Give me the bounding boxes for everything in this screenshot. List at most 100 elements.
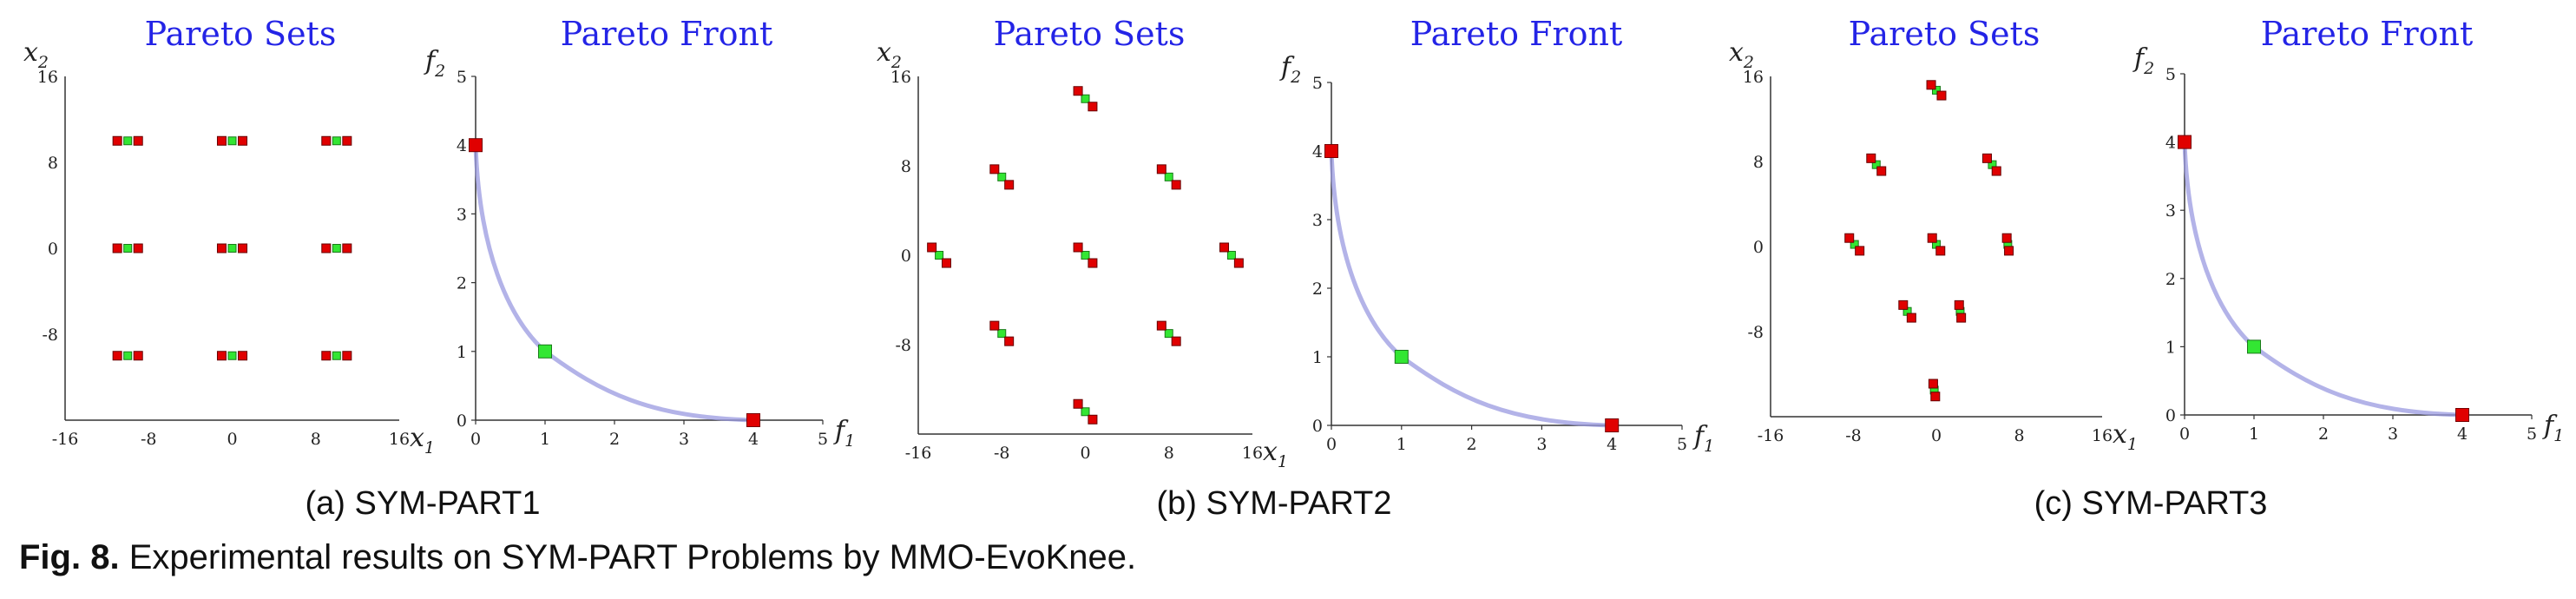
endpoint-solution-marker	[342, 243, 352, 253]
endpoint-solution-marker	[989, 320, 1000, 331]
subfigure-caption: (a) SYM-PART1	[306, 485, 541, 522]
pareto-set-cluster	[1928, 378, 1941, 402]
endpoint-solution-marker	[1088, 414, 1098, 425]
endpoint-solution-marker	[133, 135, 143, 146]
x-tick-label: 1	[2249, 425, 2259, 444]
endpoint-solution-marker	[1324, 144, 1338, 158]
x-tick-label: 16	[2092, 426, 2113, 445]
pareto-set-cluster	[927, 242, 951, 268]
y-tick-label: 16	[890, 68, 911, 87]
x-tick-label: 0	[2179, 425, 2190, 444]
endpoint-solution-marker	[1156, 320, 1166, 331]
endpoint-solution-marker	[133, 243, 143, 253]
endpoint-solution-marker	[1928, 378, 1938, 389]
pareto-sets-panel-3: Pareto Sets -16 -8 0 8 16 16 8 0 -8 x2 x1	[1729, 15, 2138, 454]
x-tick-label: 0	[1080, 444, 1090, 463]
x-axis-label: x1	[2113, 419, 2138, 454]
x-tick-label: 0	[227, 430, 237, 449]
knee-solution-marker	[332, 351, 341, 360]
x-tick-label: 16	[1242, 444, 1263, 463]
knee-solution-marker	[332, 244, 341, 253]
pareto-set-cluster	[112, 351, 143, 361]
x-tick-label: -8	[994, 444, 1010, 463]
pareto-set-cluster	[1073, 86, 1098, 112]
endpoint-solution-marker	[238, 135, 248, 146]
y-tick-label: -8	[895, 336, 911, 355]
pareto-set-cluster	[1156, 320, 1181, 346]
pareto-set-cluster	[1219, 242, 1244, 268]
y-tick-label: 8	[901, 157, 911, 176]
x-tick-label: 5	[818, 430, 828, 449]
endpoint-solution-marker	[2004, 246, 2014, 256]
x-tick-label: -16	[52, 430, 79, 449]
pareto-set-cluster	[989, 320, 1015, 346]
x-tick-label: 1	[1396, 435, 1407, 454]
y-tick-label: 16	[37, 68, 58, 87]
y-tick-label: 0	[901, 247, 911, 266]
subfigure-caption: (c) SYM-PART3	[2034, 485, 2268, 522]
endpoint-solution-marker	[1855, 246, 1865, 256]
pareto-set-cluster	[1898, 300, 1916, 323]
endpoint-solution-marker	[1844, 233, 1855, 243]
y-tick-label: 8	[48, 154, 58, 173]
x-tick-label: 3	[679, 430, 689, 449]
y-axis-label: f2	[424, 46, 445, 81]
endpoint-solution-marker	[2001, 233, 2012, 243]
pareto-set-cluster	[989, 164, 1015, 190]
x-tick-label: 16	[389, 430, 410, 449]
endpoint-solution-marker	[112, 135, 122, 146]
y-tick-label: 4	[457, 136, 467, 155]
y-tick-label: 0	[2165, 406, 2176, 425]
y-tick-label: 3	[1312, 211, 1323, 230]
endpoint-solution-marker	[1088, 258, 1098, 268]
endpoint-solution-marker	[216, 135, 227, 146]
pareto-front-curve	[2182, 140, 2465, 418]
x-tick-label: 4	[2457, 425, 2468, 444]
pareto-set-cluster	[1073, 242, 1098, 268]
y-tick-label: 3	[457, 205, 467, 224]
endpoint-solution-marker	[1171, 180, 1181, 190]
knee-solution-marker	[1081, 407, 1090, 417]
pareto-set-cluster	[321, 351, 352, 361]
y-axis-label: f2	[2132, 43, 2154, 78]
y-tick-label: 8	[1753, 153, 1764, 172]
pareto-set-cluster	[1844, 233, 1865, 256]
pareto-front-panel-2: Pareto Front 0 1 2 3 4 5 0 1 2 3 4 5 f2 f1	[1279, 15, 1714, 456]
y-tick-label: 4	[1312, 142, 1323, 161]
figure-caption: Fig. 8. Experimental results on SYM-PART…	[19, 538, 1136, 577]
y-axis-label: f2	[1279, 52, 1301, 87]
endpoint-solution-marker	[321, 135, 332, 146]
knee-solution-marker	[1081, 251, 1090, 260]
endpoint-solution-marker	[1954, 300, 1964, 310]
x-tick-label: 1	[540, 430, 550, 449]
pareto-set-cluster	[1073, 398, 1098, 425]
pareto-set-cluster	[321, 135, 352, 146]
x-tick-label: 8	[1164, 444, 1174, 463]
x-tick-label: -16	[1758, 426, 1784, 445]
endpoint-solution-marker	[1073, 242, 1083, 253]
y-tick-label: 3	[2165, 201, 2176, 221]
knee-solution-marker	[227, 351, 237, 360]
pareto-set-cluster	[1156, 164, 1181, 190]
endpoint-solution-marker	[1605, 418, 1620, 432]
x-tick-label: 2	[1467, 435, 1477, 454]
caption-label: Fig. 8.	[19, 538, 120, 576]
y-tick-label: -8	[1747, 323, 1764, 342]
panel-title: Pareto Front	[561, 15, 773, 53]
pareto-sets-panel-2: Pareto Sets -16 -8 0 8 16 16 8 0 -8 x2 x1	[877, 15, 1288, 471]
knee-solution-marker	[1081, 94, 1090, 103]
x-axis-label: f1	[2542, 411, 2564, 445]
y-tick-label: 5	[2165, 65, 2176, 84]
endpoint-solution-marker	[216, 243, 227, 253]
endpoint-solution-marker	[1004, 180, 1015, 190]
subfigure-caption: (b) SYM-PART2	[1157, 485, 1392, 522]
y-tick-label: 0	[457, 411, 467, 431]
pareto-set-cluster	[216, 351, 248, 361]
endpoint-solution-marker	[133, 351, 143, 361]
endpoint-solution-marker	[238, 351, 248, 361]
knee-solution-marker	[227, 244, 237, 253]
y-tick-label: -8	[42, 326, 58, 345]
knee-solution-marker	[123, 136, 133, 146]
knee-solution-marker	[1226, 251, 1236, 260]
pareto-front-panel-1: Pareto Front 0 1 2 3 4 5 0 1 2 3 4 5 f2 f1	[424, 15, 855, 451]
